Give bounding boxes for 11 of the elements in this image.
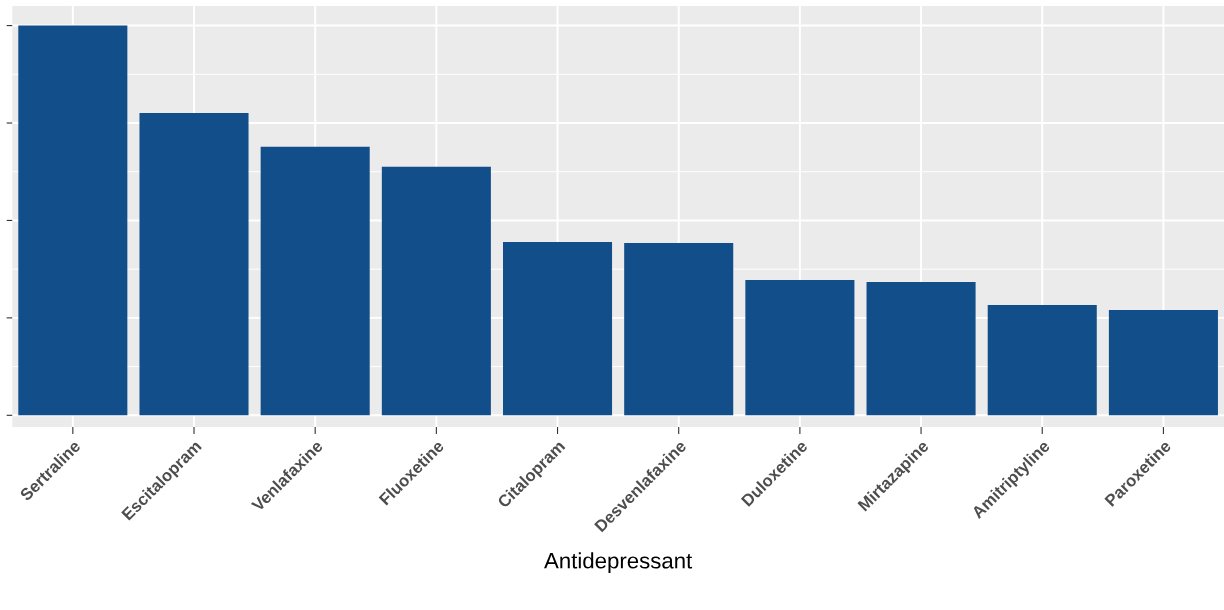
bar <box>139 112 249 416</box>
bar <box>260 146 370 416</box>
bar <box>1108 310 1218 416</box>
bar <box>18 25 128 416</box>
bar <box>503 241 613 416</box>
x-axis-title: Antidepressant <box>544 552 693 573</box>
bar <box>745 280 855 416</box>
bar <box>381 166 491 416</box>
bar <box>624 243 734 416</box>
bar <box>866 282 976 416</box>
bar <box>987 305 1097 416</box>
